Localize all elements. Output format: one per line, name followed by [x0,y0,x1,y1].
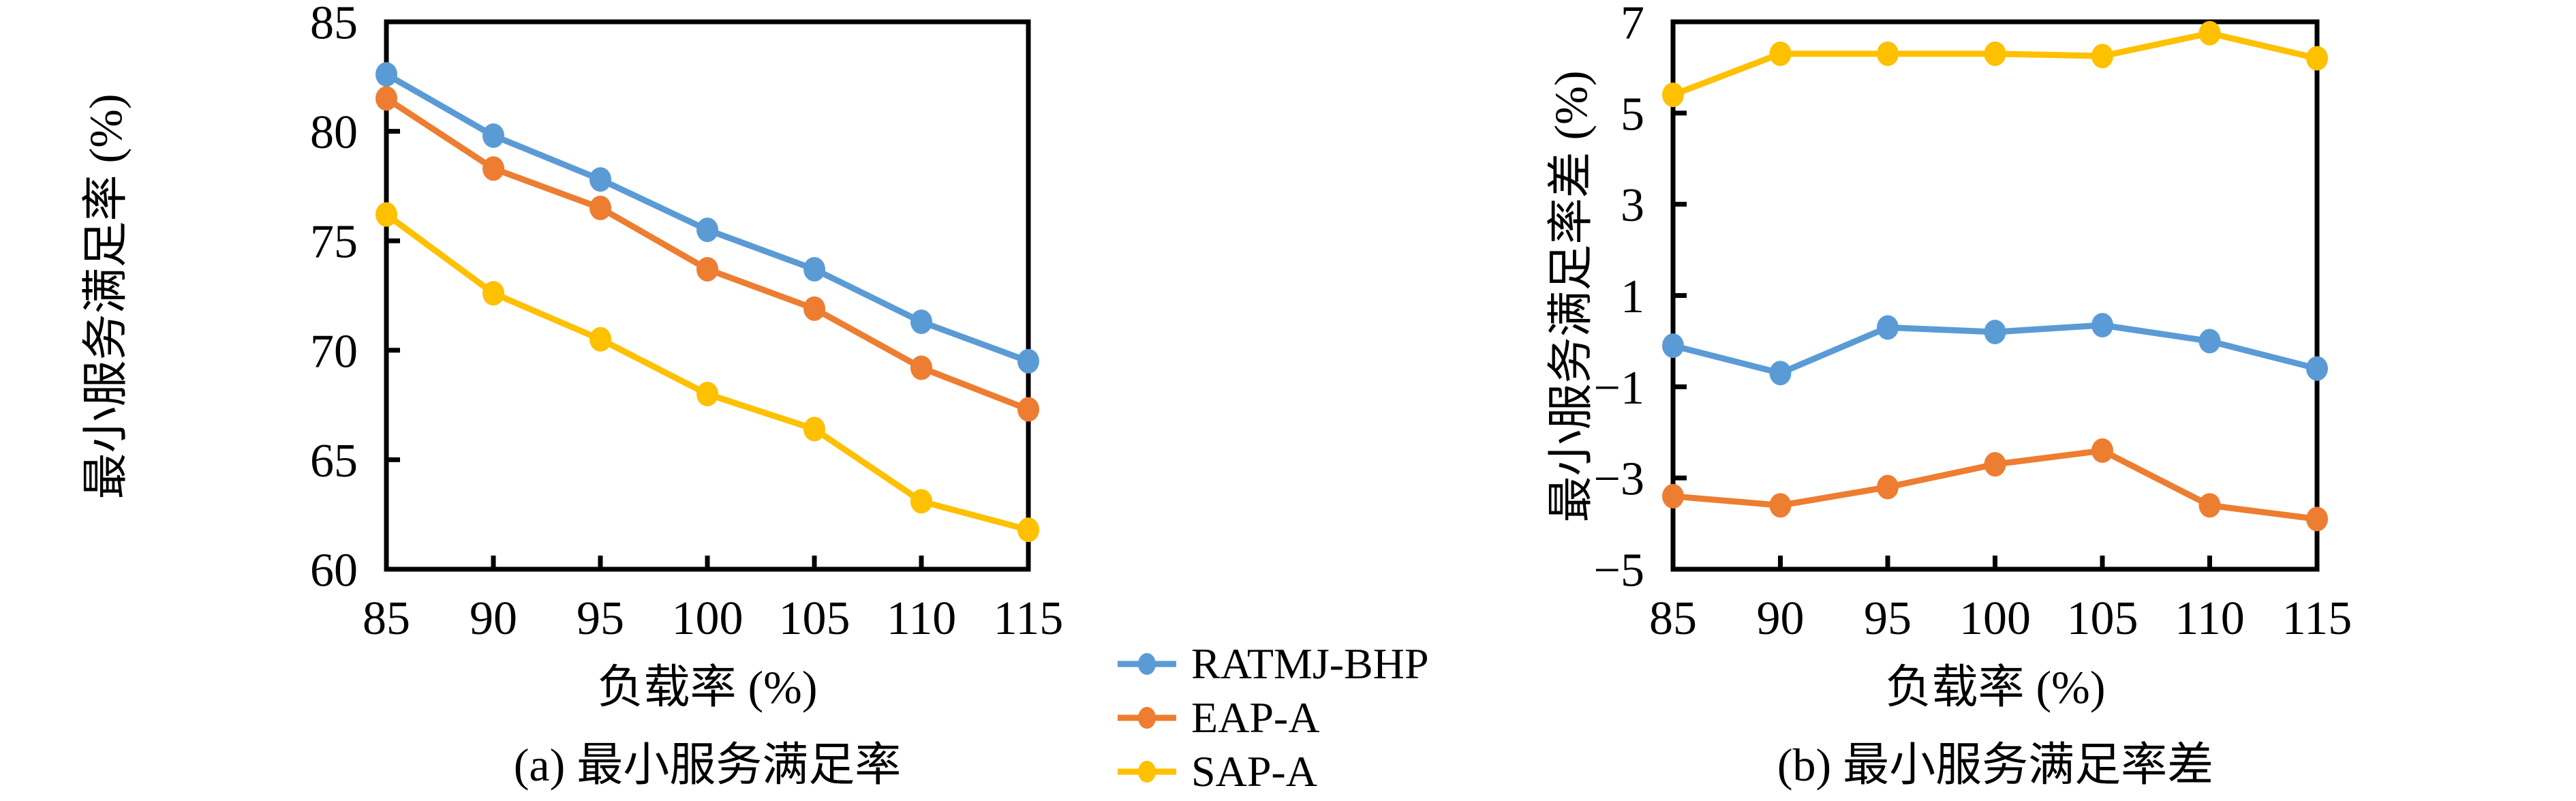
legend-label: RATMJ-BHP [1191,639,1429,688]
y-tick-label: 85 [310,0,358,50]
chart-b-frame [1670,19,2320,572]
data-point-eap-a-110 [910,355,932,380]
y-tick-label: 1 [1621,271,1644,323]
data-point-ratmj-bhp-85 [1662,333,1684,359]
x-tick-label: 115 [994,592,1063,645]
x-tick-label: 110 [887,592,956,645]
x-tick-label: 105 [779,592,850,645]
data-point-sap-a-95 [589,327,611,352]
data-point-ratmj-bhp-90 [482,123,504,149]
x-tick-label: 105 [2067,592,2138,645]
data-point-eap-a-100 [696,256,718,282]
x-tick-label: 85 [1649,592,1697,645]
data-point-ratmj-bhp-100 [1984,320,2006,345]
data-point-ratmj-bhp-105 [2091,312,2113,337]
line-marker-icon [1118,652,1176,675]
series-line-eap-a [383,95,1032,413]
x-tick-label: 100 [672,592,743,645]
data-point-sap-a-85 [375,202,397,227]
y-tick-label: 60 [310,545,358,597]
x-tick-label: 85 [363,592,410,645]
data-point-ratmj-bhp-85 [375,62,397,87]
data-point-sap-a-100 [1984,41,2006,66]
data-point-sap-a-95 [1877,41,1899,66]
data-point-ratmj-bhp-95 [589,167,611,192]
data-point-ratmj-bhp-110 [2198,329,2221,354]
x-tick-label: 110 [2175,592,2244,645]
data-point-sap-a-115 [1017,517,1039,543]
y-tick-label: −5 [1594,545,1644,597]
chart-a-y-axis-title: 最小服务满足率 (%) [80,93,132,500]
legend-item-eap-a: EAP-A [1118,691,1429,744]
legend-item-ratmj-bhp: RATMJ-BHP [1118,637,1429,691]
legend-label: EAP-A [1191,693,1320,742]
x-tick-label: 95 [1864,592,1912,645]
y-tick-label: −3 [1594,453,1644,506]
data-point-sap-a-90 [1769,41,1792,66]
chart-a-x-axis-title: 负载率 (%) [597,661,818,713]
data-point-eap-a-105 [2091,438,2113,464]
x-tick-label: 90 [1757,592,1805,645]
y-tick-label: 65 [310,435,358,487]
line-marker-icon [1118,760,1176,783]
y-tick-label: 70 [310,325,358,378]
line-marker-icon [1118,706,1176,729]
chart-b-caption: (b) 最小服务满足率差 [1777,739,2214,791]
data-point-sap-a-105 [2091,44,2113,69]
data-point-ratmj-bhp-105 [803,256,825,282]
y-tick-label: 3 [1621,179,1644,232]
data-point-sap-a-105 [803,417,825,442]
chart-b-y-axis-title: 最小服务满足率差 (%) [1545,70,1597,523]
x-tick-label: 115 [2282,592,2352,645]
data-point-eap-a-105 [803,296,825,321]
legend-label: SAP-A [1191,746,1317,796]
y-tick-label: 80 [310,106,358,159]
data-point-eap-a-100 [1984,452,2006,477]
data-point-eap-a-95 [1877,474,1899,500]
y-tick-label: 5 [1621,88,1644,140]
data-point-sap-a-85 [1662,82,1684,108]
data-point-eap-a-85 [1662,483,1684,509]
data-point-ratmj-bhp-90 [1769,361,1792,386]
data-point-ratmj-bhp-100 [696,217,718,243]
y-tick-label: −1 [1594,362,1644,414]
data-point-sap-a-115 [2306,46,2328,71]
data-point-sap-a-110 [910,489,932,514]
data-point-sap-a-90 [482,281,504,306]
chart-a-caption: (a) 最小服务满足率 [513,739,902,791]
legend: RATMJ-BHP EAP-A SAP-A [1118,637,1429,798]
x-tick-label: 95 [577,592,624,645]
y-tick-label: 7 [1621,0,1644,50]
x-tick-label: 100 [1959,592,2031,645]
x-tick-label: 90 [470,592,517,645]
data-point-ratmj-bhp-115 [1017,348,1039,374]
data-point-eap-a-115 [2306,507,2328,532]
chart-b-x-axis-title: 负载率 (%) [1885,661,2106,713]
data-point-eap-a-85 [375,86,397,111]
data-point-eap-a-95 [589,196,611,221]
data-point-eap-a-90 [1769,493,1792,518]
data-point-ratmj-bhp-95 [1877,315,1899,340]
data-point-ratmj-bhp-115 [2306,356,2328,381]
legend-item-sap-a: SAP-A [1118,744,1429,798]
data-point-sap-a-110 [2198,20,2221,46]
data-point-ratmj-bhp-110 [910,309,932,335]
chart-b: 7 5 3 1 −1 −3 −585 90 95 100 105 110 115 [1594,0,2352,645]
data-point-sap-a-100 [696,382,718,407]
data-point-eap-a-115 [1017,397,1039,422]
data-point-eap-a-90 [482,156,504,181]
y-tick-label: 75 [310,216,358,269]
data-point-eap-a-110 [2198,493,2221,518]
